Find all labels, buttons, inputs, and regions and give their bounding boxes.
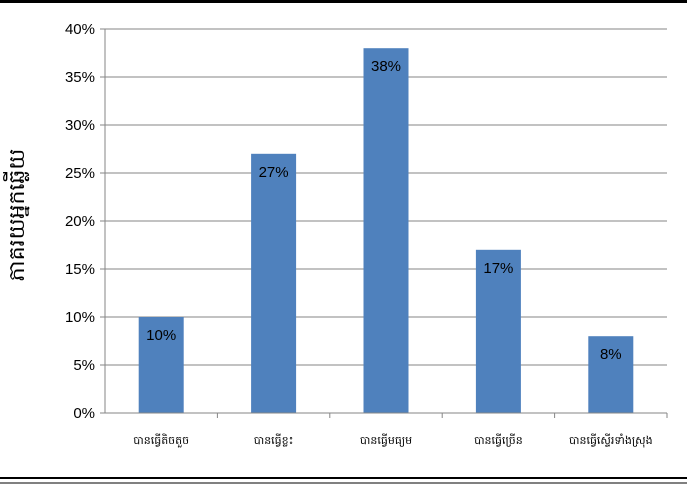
y-tick-label: 0% xyxy=(73,405,95,422)
category-label: បានធ្វើស្ទើរទាំងស្រុង xyxy=(569,433,653,448)
y-tick-label: 5% xyxy=(73,357,95,374)
category-label: បានធ្វើច្រើន xyxy=(474,433,523,447)
bar xyxy=(588,336,634,413)
bar xyxy=(363,48,409,413)
category-label: បានធ្វើតិចតួច xyxy=(133,433,189,448)
y-tick-label: 15% xyxy=(65,261,95,278)
y-tick-label: 35% xyxy=(65,69,95,86)
y-tick-label: 20% xyxy=(65,213,95,230)
y-tick-label: 40% xyxy=(65,21,95,38)
y-tick-label: 25% xyxy=(65,165,95,182)
y-tick-labels: 0% 5% 10% 15% 20% 25% 30% 35% 40% xyxy=(65,21,95,422)
data-label: 10% xyxy=(146,327,176,344)
y-tick-label: 30% xyxy=(65,117,95,134)
bar xyxy=(138,317,184,413)
category-labels: បានធ្វើតិចតួច បានធ្វើខ្លះ បានធ្វើមធ្យម បានធ… xyxy=(133,413,668,448)
y-axis-title: ភាគរយអ្នកឆ្លើយ xyxy=(3,149,30,282)
bar xyxy=(251,153,297,414)
bars xyxy=(138,48,634,414)
data-labels: 10% 27% 38% 17% 8% xyxy=(146,58,621,363)
data-label: 38% xyxy=(371,58,401,75)
category-label: បានធ្វើខ្លះ xyxy=(254,433,294,447)
data-label: 17% xyxy=(483,260,513,277)
bar xyxy=(475,249,521,413)
category-label: បានធ្វើមធ្យម xyxy=(360,433,412,447)
y-tick-label: 10% xyxy=(65,309,95,326)
data-label: 8% xyxy=(600,346,622,363)
data-label: 27% xyxy=(259,164,289,181)
